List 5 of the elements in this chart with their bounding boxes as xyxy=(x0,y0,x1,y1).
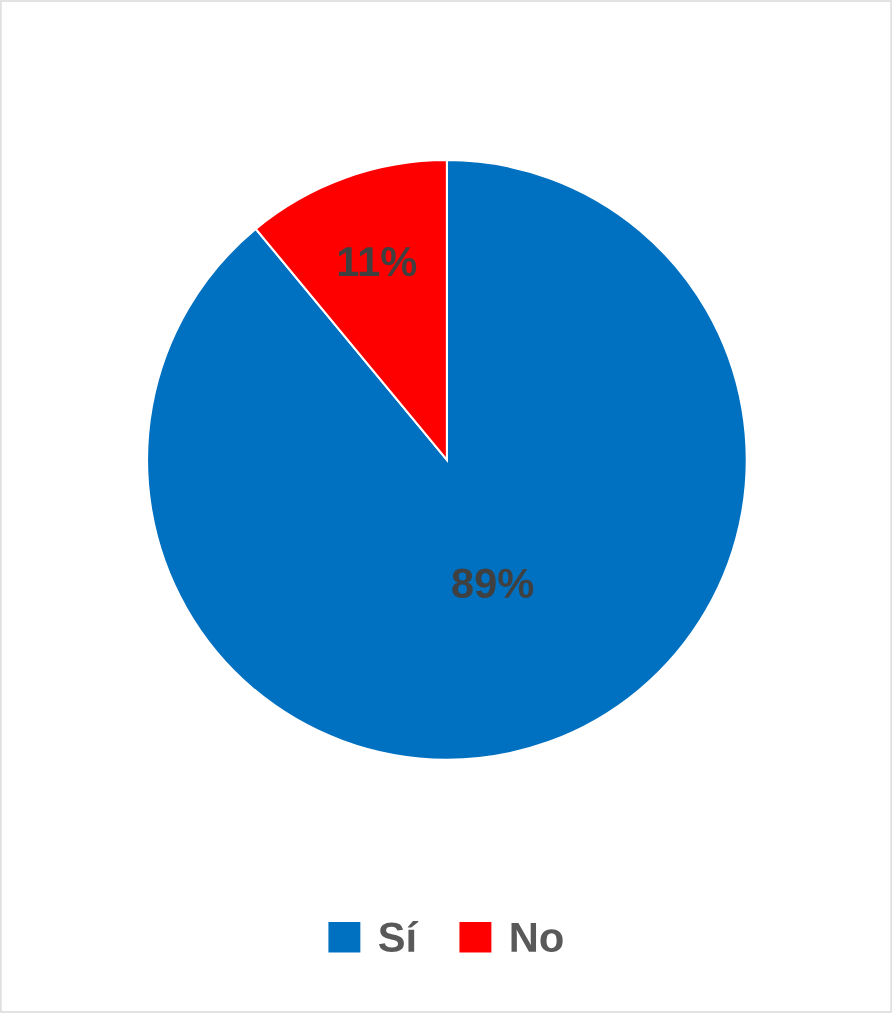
legend-label: No xyxy=(511,922,563,953)
data-label: 89% xyxy=(452,568,534,599)
legend-label: Sí xyxy=(378,921,419,953)
data-label: 11% xyxy=(338,247,417,277)
pie-slice xyxy=(146,159,748,761)
